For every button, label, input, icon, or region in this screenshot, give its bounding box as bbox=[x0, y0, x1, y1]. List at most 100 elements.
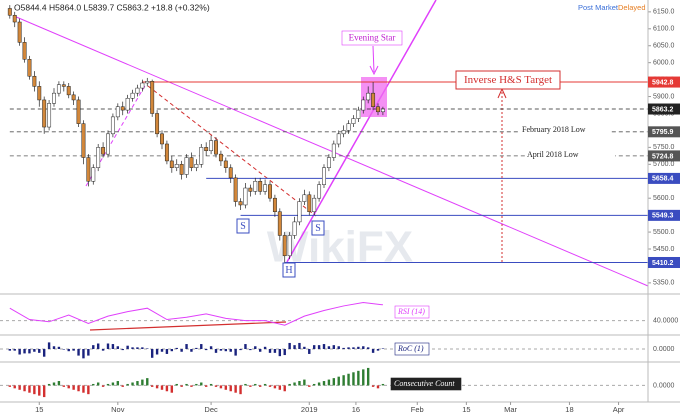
indicator-bar bbox=[303, 346, 306, 349]
indicator-bar bbox=[150, 349, 154, 358]
level-label: 5863.2 bbox=[652, 106, 674, 113]
indicator-bar bbox=[126, 345, 129, 349]
indicator-bar bbox=[160, 385, 164, 390]
trend-line bbox=[147, 85, 317, 217]
candle-body bbox=[150, 81, 155, 114]
trend-line bbox=[85, 83, 147, 187]
indicator-bar bbox=[42, 385, 46, 398]
indicator-bar bbox=[312, 383, 316, 386]
indicator-bar bbox=[293, 382, 296, 386]
candle-body bbox=[66, 86, 71, 96]
indicator-bar bbox=[229, 385, 232, 392]
candle-body bbox=[366, 92, 371, 101]
indicator-bar bbox=[155, 385, 159, 389]
indicator-bar bbox=[357, 346, 360, 349]
x-tick-label: Feb bbox=[411, 405, 424, 414]
indicator-bar bbox=[136, 347, 139, 349]
candle-body bbox=[101, 147, 106, 155]
indicator-bar bbox=[371, 349, 375, 353]
indicator-bar bbox=[322, 344, 326, 349]
indicator-bar bbox=[180, 349, 183, 352]
indicator-bar bbox=[33, 349, 36, 352]
ohlc-readout: O5844.4 H5864.0 L5839.7 C5863.2 +18.8 (+… bbox=[14, 2, 210, 12]
indicator-bar bbox=[234, 385, 237, 393]
level-tag bbox=[648, 126, 680, 138]
indicator-bar bbox=[77, 349, 80, 356]
indicator-bar bbox=[298, 342, 301, 349]
annotation-box bbox=[282, 262, 296, 278]
indicator-bar bbox=[185, 383, 188, 386]
indicator-bar bbox=[308, 349, 311, 354]
indicator-bar bbox=[111, 344, 115, 349]
y-tick-label: 40.0000 bbox=[653, 318, 678, 325]
candle-body bbox=[145, 81, 150, 84]
indicator-bar bbox=[13, 385, 16, 389]
annotation: S bbox=[240, 221, 246, 232]
candle-body bbox=[130, 92, 135, 99]
candle-body bbox=[135, 87, 140, 94]
candle-body bbox=[248, 187, 253, 192]
indicator-bar bbox=[126, 383, 129, 386]
candle-body bbox=[277, 211, 282, 236]
indicator-bar bbox=[116, 346, 120, 349]
candle-body bbox=[218, 153, 223, 162]
indicator-bar bbox=[121, 385, 124, 387]
indicator-bar bbox=[165, 385, 169, 392]
x-tick-label: Mar bbox=[504, 405, 517, 414]
indicator-bar bbox=[342, 375, 345, 386]
indicator-bar bbox=[136, 381, 139, 386]
indicator-bar bbox=[283, 385, 286, 392]
candle-body bbox=[361, 99, 366, 111]
indicator-bar bbox=[28, 349, 31, 354]
x-tick-label: Apr bbox=[613, 405, 625, 414]
indicator-line bbox=[9, 302, 383, 326]
x-tick-label: 18 bbox=[565, 405, 573, 414]
y-tick-label: 6150.0 bbox=[653, 9, 675, 16]
candle-body bbox=[52, 92, 56, 104]
indicator-bar bbox=[23, 349, 26, 354]
indicator-bar bbox=[239, 349, 242, 351]
indicator-bar bbox=[18, 385, 21, 390]
candle-body bbox=[189, 157, 194, 168]
level-label: 5549.3 bbox=[652, 213, 674, 220]
level-tag bbox=[648, 256, 680, 268]
indicator-bar bbox=[352, 372, 355, 386]
level-label: 5410.2 bbox=[652, 260, 674, 267]
indicator-bar bbox=[303, 379, 306, 386]
indicator-bar bbox=[82, 349, 85, 359]
candle-body bbox=[47, 103, 52, 128]
trend-line bbox=[13, 15, 649, 287]
level-label: 5795.9 bbox=[652, 129, 674, 136]
indicator-bar bbox=[249, 349, 252, 351]
indicator-label: RoC (1) bbox=[397, 344, 424, 353]
indicator-bar bbox=[244, 383, 247, 386]
indicator-bar bbox=[317, 382, 321, 386]
candle-body bbox=[32, 75, 37, 87]
indicator-bar bbox=[288, 383, 291, 386]
candle-body bbox=[174, 164, 179, 168]
candle-body bbox=[140, 82, 145, 89]
x-tick-label: Dec bbox=[204, 405, 218, 414]
indicator-bar bbox=[160, 349, 164, 352]
candle-body bbox=[37, 86, 42, 101]
candle-body bbox=[61, 84, 66, 87]
candle-body bbox=[91, 167, 96, 182]
indicator-bar bbox=[180, 385, 183, 387]
indicator-bar bbox=[278, 349, 282, 357]
indicator-bar bbox=[258, 349, 262, 352]
indicator-bar bbox=[322, 381, 326, 386]
indicator-label-box bbox=[394, 305, 430, 319]
y-tick-label: 5750.0 bbox=[653, 144, 675, 151]
plot-layer bbox=[7, 5, 385, 263]
indicator-bar bbox=[38, 385, 41, 396]
indicator-bar bbox=[254, 346, 257, 349]
x-tick-label: 15 bbox=[462, 405, 470, 414]
indicator-bar bbox=[175, 383, 178, 386]
indicator-bar bbox=[28, 385, 31, 393]
level-label: 5724.8 bbox=[652, 153, 674, 160]
indicator-bar bbox=[62, 385, 66, 387]
indicator-bar bbox=[268, 385, 272, 387]
candle-body bbox=[346, 123, 351, 131]
indicator-bar bbox=[229, 349, 232, 352]
level-note: April 2018 Low bbox=[527, 150, 579, 159]
